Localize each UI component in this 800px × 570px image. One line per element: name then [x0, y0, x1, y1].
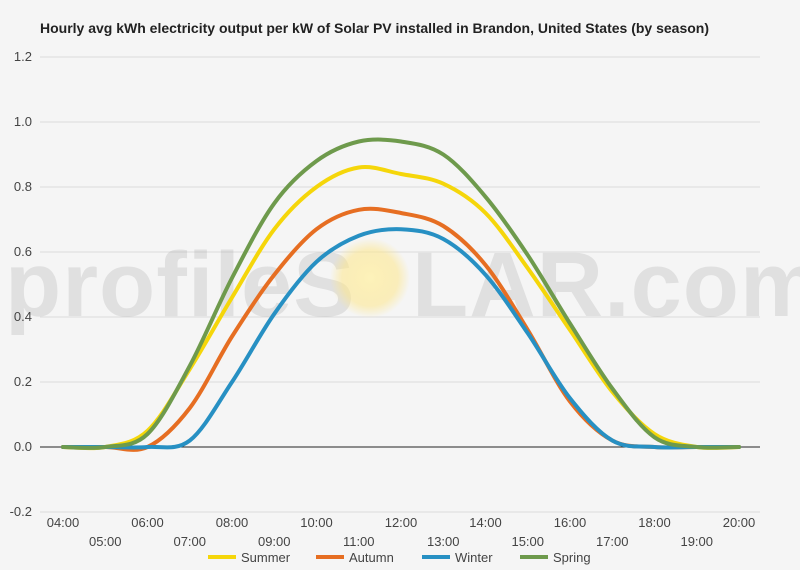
y-tick-label: 0.0	[14, 439, 32, 454]
legend-label-summer: Summer	[241, 550, 291, 565]
x-tick-label: 14:00	[469, 515, 502, 530]
x-tick-label: 19:00	[680, 534, 713, 549]
watermark: profileS LAR.com	[5, 234, 800, 336]
x-tick-label: 11:00	[343, 534, 375, 549]
x-tick-label: 07:00	[173, 534, 206, 549]
x-tick-label: 12:00	[385, 515, 418, 530]
grid	[40, 56, 760, 513]
y-axis-ticks: -0.2 0.0 0.2 0.4 0.6 0.8 1.0 1.2	[10, 49, 32, 519]
x-tick-label: 18:00	[638, 515, 671, 530]
x-tick-label: 05:00	[89, 534, 122, 549]
y-tick-label: -0.2	[10, 504, 32, 519]
y-tick-label: 1.0	[14, 114, 32, 129]
y-tick-label: 0.2	[14, 374, 32, 389]
watermark-text-right: LAR.com	[412, 234, 800, 336]
x-tick-label: 09:00	[258, 534, 291, 549]
legend: Summer Autumn Winter Spring	[208, 550, 591, 565]
series-line-winter	[61, 227, 741, 450]
y-tick-label: 0.4	[14, 309, 32, 324]
series-lines	[61, 137, 741, 452]
x-tick-label: 20:00	[723, 515, 756, 530]
x-tick-label: 10:00	[300, 515, 333, 530]
y-tick-label: 1.2	[14, 49, 32, 64]
x-tick-label: 17:00	[596, 534, 629, 549]
legend-label-winter: Winter	[455, 550, 493, 565]
x-tick-label: 15:00	[511, 534, 544, 549]
x-tick-label: 08:00	[216, 515, 249, 530]
series-line-spring	[61, 137, 741, 450]
chart-title: Hourly avg kWh electricity output per kW…	[40, 20, 709, 36]
x-axis-ticks: 04:00 05:00 06:00 07:00 08:00 09:00 10:00 11:00…	[47, 515, 756, 549]
legend-label-autumn: Autumn	[349, 550, 394, 565]
sun-logo-icon	[330, 238, 410, 318]
watermark-text-left: profileS	[5, 234, 355, 336]
y-tick-label: 0.6	[14, 244, 32, 259]
y-tick-label: 0.8	[14, 179, 32, 194]
legend-label-spring: Spring	[553, 550, 591, 565]
x-tick-label: 13:00	[427, 534, 460, 549]
x-tick-label: 16:00	[554, 515, 587, 530]
x-tick-label: 06:00	[131, 515, 164, 530]
x-tick-label: 04:00	[47, 515, 80, 530]
